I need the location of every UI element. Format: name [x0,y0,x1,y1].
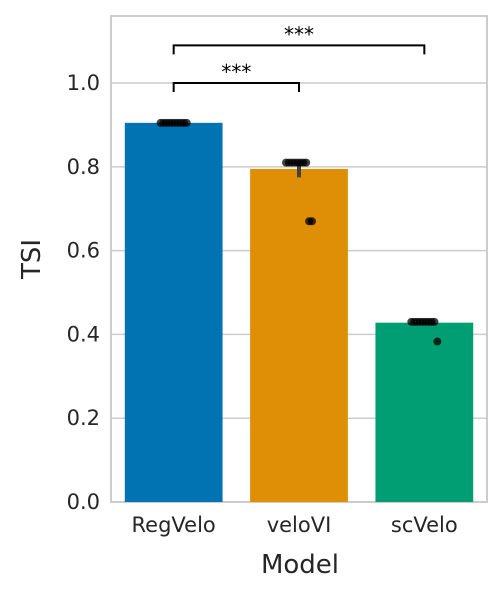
y-tick-label: 0.0 [67,490,100,514]
x-tick-label: veloVI [267,513,332,537]
bars [124,122,474,502]
significance-annotations: *** *** [172,22,426,93]
bar-velovi [250,168,348,502]
data-point [433,337,442,346]
y-tick-label: 0.6 [67,239,100,263]
x-tick-label: RegVelo [132,513,216,537]
y-tick-label: 0.2 [67,406,100,430]
y-axis-title: TSI [17,239,47,280]
y-tick-label: 1.0 [67,71,100,95]
x-ticks: RegVelo veloVI scVelo [132,513,458,537]
x-axis-title: Model [261,550,339,580]
y-tick-label: 0.4 [67,322,100,346]
data-point [182,118,191,127]
bar-regvelo [124,122,223,502]
significance-bracket [172,44,426,55]
data-point [308,217,316,226]
bar-scvelo [375,322,474,502]
significance-label: *** [284,22,314,46]
significance-label: *** [221,60,251,84]
data-point [430,317,439,326]
y-tick-label: 0.8 [67,155,100,179]
data-points [156,118,442,346]
significance-bracket [172,82,300,93]
x-tick-label: scVelo [391,513,458,537]
y-ticks: 0.0 0.2 0.4 0.6 0.8 1.0 [67,71,100,514]
data-point [302,158,311,167]
